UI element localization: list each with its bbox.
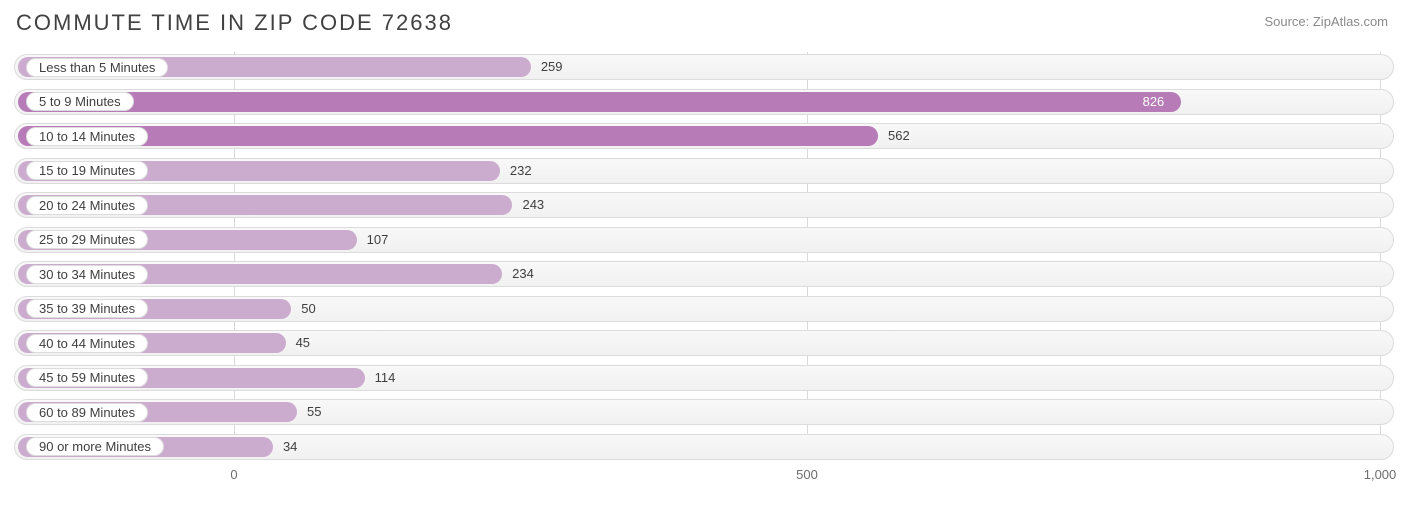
category-label-pill: 5 to 9 Minutes bbox=[26, 92, 134, 111]
bar-row: 35 to 39 Minutes 50 bbox=[14, 294, 1394, 324]
bar-row: 10 to 14 Minutes 562 bbox=[14, 121, 1394, 151]
x-axis-tick-label: 1,000 bbox=[1364, 467, 1397, 482]
bar-value-label: 50 bbox=[301, 301, 315, 316]
chart-container: COMMUTE TIME IN ZIP CODE 72638 Source: Z… bbox=[0, 0, 1406, 523]
bar-value-label: 234 bbox=[512, 266, 534, 281]
bar-row: 40 to 44 Minutes 45 bbox=[14, 328, 1394, 358]
category-label-pill: 40 to 44 Minutes bbox=[26, 334, 148, 353]
bar-value-label: 826 bbox=[1143, 94, 1165, 109]
bar bbox=[18, 92, 1181, 112]
category-label-pill: 30 to 34 Minutes bbox=[26, 265, 148, 284]
bar-value-label: 232 bbox=[510, 163, 532, 178]
bar-value-label: 34 bbox=[283, 439, 297, 454]
bar-row: 60 to 89 Minutes 55 bbox=[14, 397, 1394, 427]
bar-value-label: 243 bbox=[522, 197, 544, 212]
bar-value-label: 55 bbox=[307, 404, 321, 419]
category-label-pill: 20 to 24 Minutes bbox=[26, 196, 148, 215]
x-axis-tick-label: 0 bbox=[230, 467, 237, 482]
bar-row: 45 to 59 Minutes 114 bbox=[14, 363, 1394, 393]
chart-plot-area: 0 500 1,000 Less than 5 Minutes 259 5 to 9 Mi… bbox=[14, 52, 1394, 482]
bar-row: 25 to 29 Minutes 107 bbox=[14, 225, 1394, 255]
bar-value-label: 114 bbox=[375, 370, 396, 385]
category-label-pill: 35 to 39 Minutes bbox=[26, 299, 148, 318]
category-label-pill: 45 to 59 Minutes bbox=[26, 368, 148, 387]
bar-value-label: 562 bbox=[888, 128, 910, 143]
category-label-pill: 10 to 14 Minutes bbox=[26, 127, 148, 146]
category-label-pill: 90 or more Minutes bbox=[26, 437, 164, 456]
bar-row: 90 or more Minutes 34 bbox=[14, 432, 1394, 462]
category-label-pill: 60 to 89 Minutes bbox=[26, 403, 148, 422]
bar-row: Less than 5 Minutes 259 bbox=[14, 52, 1394, 82]
category-label-pill: 15 to 19 Minutes bbox=[26, 161, 148, 180]
bar-row: 15 to 19 Minutes 232 bbox=[14, 156, 1394, 186]
bar-value-label: 259 bbox=[541, 59, 563, 74]
chart-source: Source: ZipAtlas.com bbox=[1264, 14, 1388, 29]
bar-value-label: 45 bbox=[296, 335, 310, 350]
category-label-pill: 25 to 29 Minutes bbox=[26, 230, 148, 249]
bar-row: 5 to 9 Minutes 826 bbox=[14, 87, 1394, 117]
category-label-pill: Less than 5 Minutes bbox=[26, 58, 168, 77]
bar-row: 30 to 34 Minutes 234 bbox=[14, 259, 1394, 289]
x-axis-tick-label: 500 bbox=[796, 467, 818, 482]
bar-value-label: 107 bbox=[367, 232, 389, 247]
chart-title: COMMUTE TIME IN ZIP CODE 72638 bbox=[16, 10, 453, 36]
bar-row: 20 to 24 Minutes 243 bbox=[14, 190, 1394, 220]
